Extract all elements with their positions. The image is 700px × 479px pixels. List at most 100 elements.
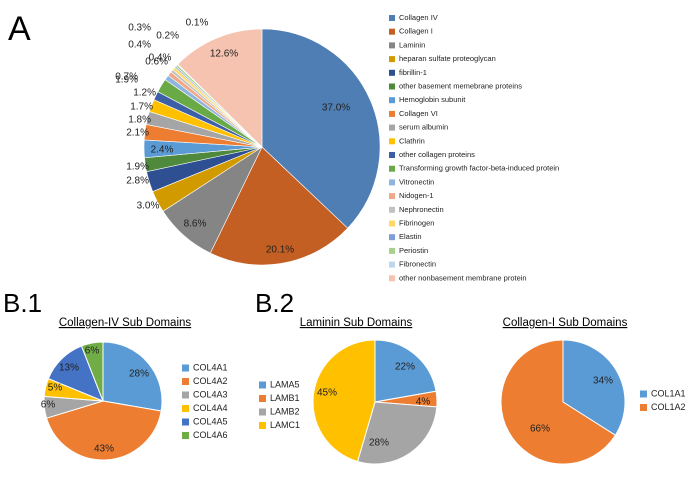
chart-b2-data-labels: 22% 4% 28% 45% [317, 362, 430, 449]
chart-b2-data-label-lamb2: 28% [369, 438, 389, 449]
chart-a-legend-label-fibrinogen: Fibrinogen [399, 218, 434, 227]
chart-a-data-label-fibronectin: 0.1% [186, 18, 209, 29]
chart-b3-slice-col1a2 [500, 339, 617, 465]
chart-b3-title: Collagen-I Sub Domains [503, 317, 628, 329]
panel-label-a: A [8, 10, 31, 48]
panel-label-b2: B.2 [255, 288, 294, 318]
chart-a-data-label-periostin: 0.3% [128, 23, 151, 34]
chart-a-legend-label-other-nonbasement-membrane-protein: other nonbasement membrane protein [399, 273, 527, 282]
chart-b3-legend-label-col1a2: COL1A2 [651, 402, 686, 412]
chart-a-data-label-transforming-growth-factor-beta-induced-protein: 1.9% [115, 75, 138, 86]
chart-b3: Collagen-I Sub Domains 34%66% COL1A1COL1… [500, 317, 686, 465]
chart-a-legend-label-collagen-iv: Collagen IV [399, 13, 438, 22]
chart-b2-legend-label-lamb1: LAMB1 [270, 393, 300, 403]
chart-a-data-label-serum-albumin: 1.8% [128, 115, 151, 126]
chart-b3-data-labels: 34% 66% [530, 376, 613, 435]
chart-a-data-label-nephronectin: 0.4% [149, 53, 172, 64]
chart-a-legend-swatch-elastin [389, 234, 395, 241]
chart-b1-legend-label-col4a3: COL4A3 [193, 389, 228, 399]
chart-a-legend-swatch-vitronectin [389, 179, 395, 186]
chart-b2-data-label-lamb1: 4% [416, 397, 431, 408]
chart-b1-data-label-col4a6: 6% [85, 346, 100, 357]
chart-b2-legend-swatch-lamb1 [259, 395, 266, 402]
chart-a-legend-label-clathrin: Clathrin [399, 136, 425, 145]
chart-b3-legend-swatch-col1a2 [640, 404, 647, 411]
chart-b1-legend-swatch-col4a1 [182, 364, 189, 372]
chart-b1-slice-col4a1 [102, 341, 163, 412]
chart-b1: Collagen-IV Sub Domains 28%43%6%5%13%6% … [41, 317, 228, 461]
chart-b2-title: Laminin Sub Domains [300, 317, 413, 329]
chart-b2-data-label-lamc1: 45% [317, 388, 337, 399]
chart-b3-legend-swatch-col1a1 [640, 390, 647, 398]
chart-a-legend-swatch-other-basement-memebrane-proteins [389, 83, 395, 90]
chart-b1-legend-swatch-col4a3 [182, 391, 189, 399]
chart-a-legend-swatch-laminin [389, 42, 395, 49]
chart-b2-data-label-lama5: 22% [395, 362, 415, 373]
chart-b2-legend: LAMA5 LAMB1 LAMB2 LAMC1 [259, 379, 300, 430]
chart-a-legend-label-serum-albumin: serum albumin [399, 123, 448, 132]
chart-a-data-label-elastin: 0.2% [156, 31, 179, 42]
chart-a-legend-swatch-periostin [389, 247, 395, 254]
chart-a-slices [143, 28, 381, 266]
chart-a-legend-label-other-collagen-proteins: other collagen proteins [399, 150, 475, 159]
chart-a-legend-label-fibronectin: Fibronectin [399, 260, 436, 269]
chart-a-legend-label-heparan-sulfate-proteoglycan: heparan sulfate proteoglycan [399, 54, 496, 63]
chart-b3-data-label-col1a2: 66% [530, 424, 550, 435]
chart-b2-legend-label-lamc1: LAMC1 [270, 420, 300, 430]
chart-a-legend-swatch-other-collagen-proteins [389, 152, 395, 158]
chart-a-data-label-fibrillin-1: 2.8% [126, 176, 149, 187]
chart-b1-legend-swatch-col4a2 [182, 378, 189, 385]
chart-b1-slice-col4a6 [80, 341, 104, 402]
chart-a-data-label-other-basement-memebrane-proteins: 1.9% [126, 162, 149, 173]
chart-b1-legend-label-col4a4: COL4A4 [193, 403, 228, 413]
chart-b3-legend: COL1A1 COL1A2 [640, 388, 686, 412]
chart-b2-slice-lamc1 [312, 339, 376, 463]
chart-b2-legend-swatch-lamb2 [259, 408, 266, 416]
chart-b1-data-label-col4a3: 6% [41, 400, 56, 411]
chart-a-legend-label-nephronectin: Nephronectin [399, 205, 444, 214]
chart-a-data-label-other-collagen-proteins: 1.2% [133, 88, 156, 99]
chart-a-data-label-nidogen-1: 0.6% [145, 57, 168, 68]
chart-b1-legend: COL4A1 COL4A2 COL4A3 COL4A4 COL4A5 COL4A6 [182, 362, 228, 440]
chart-a-legend-label-collagen-i: Collagen I [399, 27, 433, 36]
chart-b1-legend-label-col4a1: COL4A1 [193, 362, 228, 372]
chart-b2-legend-label-lama5: LAMA5 [270, 379, 300, 389]
chart-a-legend-label-nidogen-1: Nidogen-1 [399, 191, 434, 200]
chart-a-legend-label-hemoglobin-subunit: Hemoglobin subunit [399, 95, 466, 104]
chart-a-legend-swatch-nephronectin [389, 206, 395, 213]
chart-a-data-label-hemoglobin-subunit: 2.4% [151, 145, 174, 156]
chart-a-legend-swatch-fibrillin-1 [389, 69, 395, 76]
chart-a-data-label-laminin: 8.6% [184, 219, 207, 230]
chart-a-legend-swatch-collagen-i [389, 28, 395, 35]
chart-a-legend-swatch-heparan-sulfate-proteoglycan [389, 56, 395, 63]
chart-a-legend-label-laminin: Laminin [399, 40, 425, 49]
chart-b1-legend-swatch-col4a4 [182, 405, 189, 412]
chart-a-data-label-collagen-iv: 37.0% [322, 103, 350, 114]
chart-a-legend-swatch-collagen-vi [389, 110, 395, 117]
chart-b1-slices [43, 341, 163, 461]
chart-b1-data-label-col4a2: 43% [94, 444, 114, 455]
chart-b3-legend-label-col1a1: COL1A1 [651, 388, 686, 398]
chart-a-data-label-other-nonbasement-membrane-protein: 12.6% [210, 49, 238, 60]
chart-a-data-label-collagen-vi: 2.1% [126, 128, 149, 139]
chart-a-legend-swatch-nidogen-1 [389, 193, 395, 200]
chart-b1-slice-col4a2 [45, 400, 162, 461]
chart-b1-legend-label-col4a5: COL4A5 [193, 416, 228, 426]
chart-a-slice-other-nonbasement-membrane-protein [177, 28, 263, 148]
chart-b1-legend-label-col4a6: COL4A6 [193, 430, 228, 440]
chart-a-data-labels: 37.0%20.1%8.6%3.0%2.8%1.9%2.4%2.1%1.8%1.… [115, 18, 350, 256]
chart-b2-legend-swatch-lamc1 [259, 422, 266, 429]
chart-b2: Laminin Sub Domains 22%4%28%45% LAMA5LAM… [259, 317, 438, 465]
chart-b1-data-label-col4a4: 5% [48, 383, 63, 394]
chart-a-data-label-clathrin: 1.7% [130, 102, 153, 113]
chart-a-legend-label-fibrillin-1: fibrillin-1 [399, 68, 427, 77]
chart-b1-data-label-col4a5: 13% [59, 363, 79, 374]
chart-b2-legend-label-lamb2: LAMB2 [270, 406, 300, 416]
chart-b1-legend-swatch-col4a5 [182, 418, 189, 426]
chart-a-legend-label-collagen-vi: Collagen VI [399, 109, 438, 118]
chart-b1-legend-swatch-col4a6 [182, 432, 189, 439]
chart-a-slice-collagen-iv [261, 28, 381, 229]
chart-b1-data-labels: 28% 43% 6% 5% 13% 6% [41, 346, 149, 455]
chart-a-data-label-fibrinogen: 0.4% [128, 40, 151, 51]
